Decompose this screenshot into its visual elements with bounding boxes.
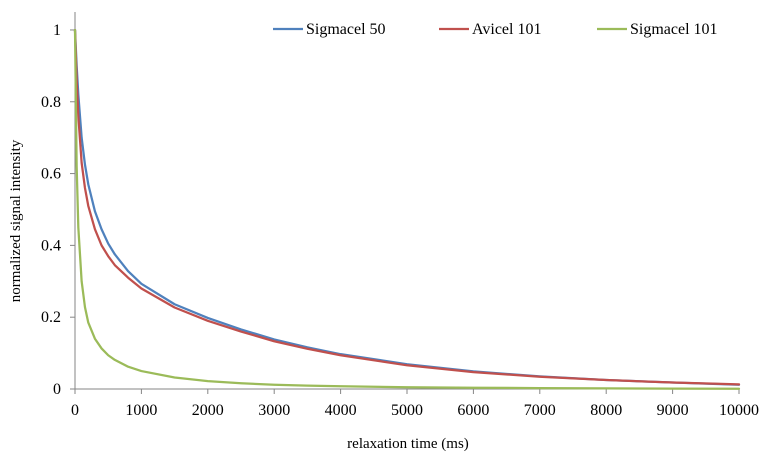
y-tick-label: 1 xyxy=(53,22,61,39)
y-axis-title: normalized signal intensity xyxy=(8,139,24,302)
legend-label: Sigmacel 50 xyxy=(306,21,386,38)
legend: Sigmacel 50 Avicel 101 Sigmacel 101 xyxy=(273,21,718,38)
x-tick-label: 0 xyxy=(71,402,79,419)
x-tick-label: 5000 xyxy=(391,402,423,419)
y-tick-label: 0.6 xyxy=(41,166,61,183)
x-tick-label: 4000 xyxy=(325,402,357,419)
axes xyxy=(70,12,740,394)
x-tick-label: 8000 xyxy=(590,402,622,419)
x-tick-label: 9000 xyxy=(657,402,689,419)
y-tick-label: 0.8 xyxy=(41,94,61,111)
legend-label: Avicel 101 xyxy=(472,21,541,38)
legend-label: Sigmacel 101 xyxy=(630,21,718,38)
x-tick-label: 7000 xyxy=(524,402,556,419)
y-tick-label: 0 xyxy=(53,381,61,398)
x-axis-title: relaxation time (ms) xyxy=(347,436,469,452)
x-tick-label: 6000 xyxy=(457,402,489,419)
series-line-sigmacel-50 xyxy=(73,28,741,386)
series-line-avicel-101 xyxy=(73,28,741,386)
x-tick-label: 1000 xyxy=(125,402,157,419)
y-tick-label: 0.4 xyxy=(41,237,61,254)
y-tick-label: 0.2 xyxy=(41,309,61,326)
x-tick-label: 2000 xyxy=(192,402,224,419)
x-tick-label: 3000 xyxy=(258,402,290,419)
tick-labels: 0 1000 2000 3000 4000 5000 6000 7000 8000 9000 100… xyxy=(41,22,759,419)
series-lines xyxy=(73,28,741,390)
series-line-sigmacel-101 xyxy=(73,28,741,390)
x-tick-label: 10000 xyxy=(719,402,759,419)
